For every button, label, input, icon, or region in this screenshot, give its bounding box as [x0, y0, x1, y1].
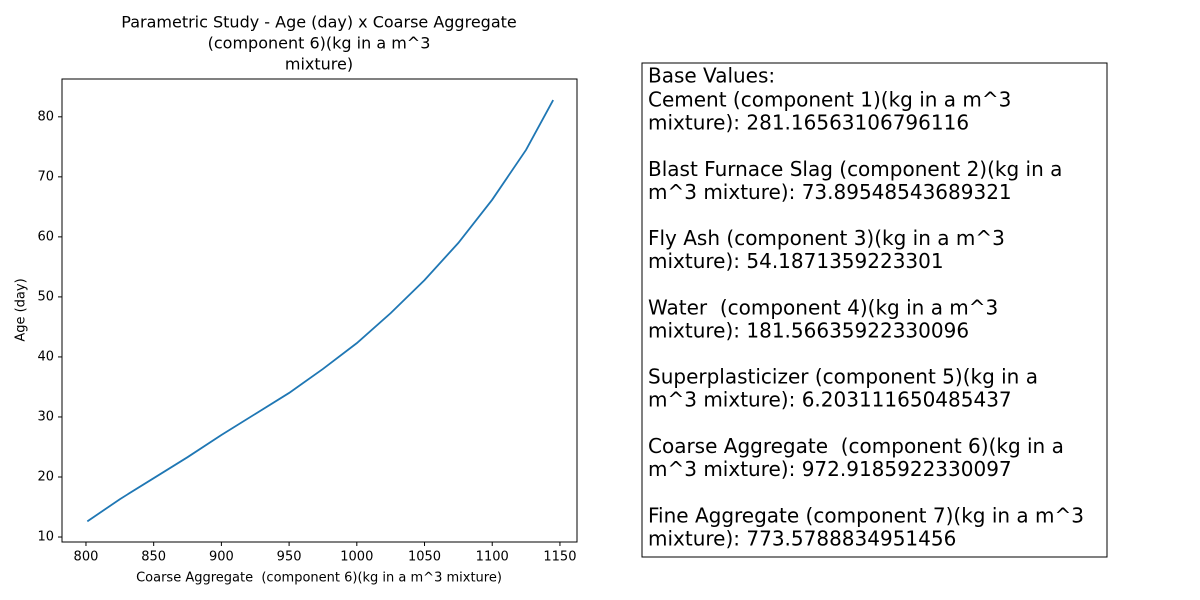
box-line: Blast Furnace Slag (component 2)(kg in a: [648, 157, 1062, 181]
box-line: m^3 mixture): 73.89548543689321: [648, 180, 1012, 204]
y-tick-label: 70: [37, 169, 54, 184]
box-title: Base Values:: [648, 64, 775, 88]
chart-title: Parametric Study - Age (day) x Coarse Ag…: [121, 13, 516, 32]
box-line: m^3 mixture): 6.203111650485437: [648, 388, 1012, 412]
axes-frame: [61, 78, 578, 543]
y-tick-label: 40: [37, 349, 54, 364]
box-line: m^3 mixture): 972.9185922330097: [648, 457, 1012, 481]
box-line: mixture): 773.5788834951456: [648, 526, 956, 550]
box-line: mixture): 54.1871359223301: [648, 249, 944, 273]
chart-title: mixture): [285, 55, 353, 74]
y-tick-label: 20: [37, 469, 54, 484]
box-line: mixture): 181.56635922330096: [648, 318, 969, 342]
y-axis-label: Age (day): [14, 278, 29, 341]
line-series: [86, 99, 554, 523]
box-line: Fly Ash (component 3)(kg in a m^3: [648, 226, 1005, 250]
box-line: Superplasticizer (component 5)(kg in a: [648, 365, 1038, 389]
text-box: [641, 62, 1108, 558]
y-tick-label: 10: [37, 530, 54, 545]
x-tick-label: 1100: [476, 550, 509, 565]
x-tick-label: 1050: [408, 550, 441, 565]
box-line: Fine Aggregate (component 7)(kg in a m^3: [648, 503, 1084, 527]
box-line: mixture): 281.16563106796116: [648, 111, 969, 135]
y-tick-label: 30: [37, 409, 54, 424]
chart-title: (component 6)(kg in a m^3: [208, 34, 431, 53]
x-tick-label: 1000: [340, 550, 373, 565]
x-tick-label: 1150: [543, 550, 576, 565]
y-tick-label: 60: [37, 229, 54, 244]
x-tick-label: 950: [277, 550, 302, 565]
box-line: Coarse Aggregate (component 6)(kg in a: [648, 434, 1064, 458]
x-tick-label: 800: [74, 550, 99, 565]
y-tick-label: 50: [37, 289, 54, 304]
x-tick-label: 900: [209, 550, 234, 565]
box-line: Cement (component 1)(kg in a m^3: [648, 88, 1011, 112]
x-tick-label: 850: [141, 550, 166, 565]
y-tick-label: 80: [37, 109, 54, 124]
x-axis-label: Coarse Aggregate (component 6)(kg in a m…: [136, 571, 502, 586]
box-line: Water (component 4)(kg in a m^3: [648, 295, 998, 319]
